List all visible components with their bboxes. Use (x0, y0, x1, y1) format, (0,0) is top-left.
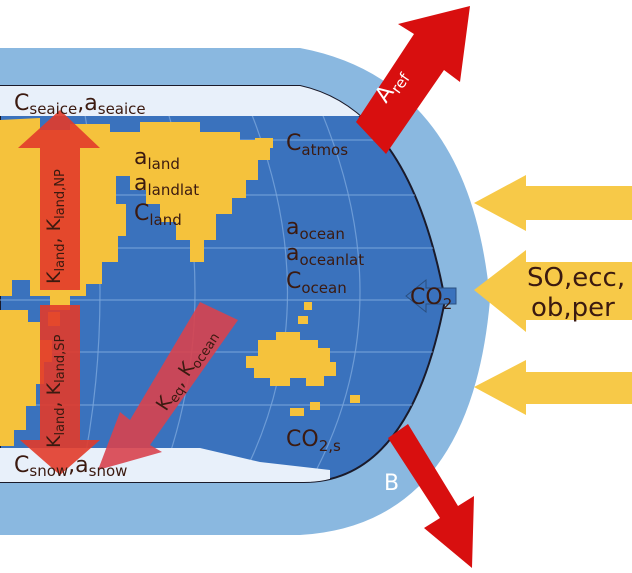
solar-arrow-middle[interactable] (474, 250, 632, 332)
label-catmos: Catmos (286, 131, 348, 159)
label-aocean: aocean (286, 215, 345, 243)
arrow-land-np (18, 110, 100, 290)
reflected-arrow[interactable] (356, 6, 470, 154)
snow-cover (0, 448, 330, 483)
solar-arrow-top[interactable] (474, 175, 632, 231)
label-co2s: CO2,s (286, 427, 341, 455)
label-forcing-line2: ob,per (531, 293, 615, 323)
arrow-land-sp (20, 305, 100, 475)
label-co2: CO2 (410, 285, 452, 313)
label-b: B (384, 471, 399, 496)
label-kland-np: Kland, Kland,NP (43, 169, 68, 284)
label-kland-sp: Kland, Kland,SP (43, 334, 68, 448)
label-aoceanlat: aoceanlat (286, 241, 364, 269)
label-cocean: Cocean (286, 269, 347, 297)
outgoing-arrow[interactable] (388, 424, 474, 568)
label-forcing-line1: SO,ecc, (527, 263, 625, 293)
label-alandlat: alandlat (134, 171, 199, 199)
heat-transport-arrows (18, 110, 238, 475)
label-cland: Cland (134, 201, 182, 229)
label-seaice: Cseaice,aseaice (14, 91, 146, 118)
arrow-eq-ocean (98, 302, 238, 470)
solar-arrow-bottom[interactable] (474, 360, 632, 415)
co2-arrow (405, 278, 457, 314)
label-aland: aland (134, 145, 180, 173)
label-snow: Csnow,asnow (14, 453, 127, 480)
